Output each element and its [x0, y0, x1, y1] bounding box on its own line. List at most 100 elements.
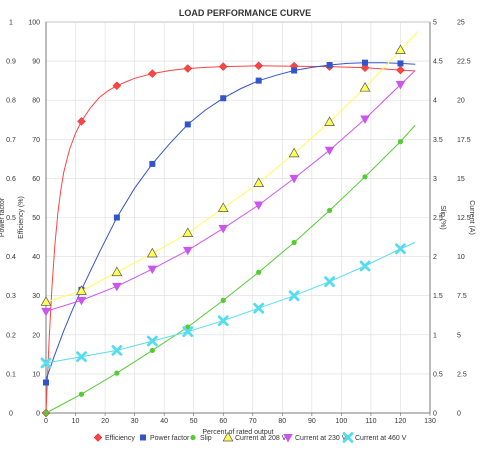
y-tick-label-slip: 1.5 — [433, 293, 443, 300]
y-tick-label-eff: 30 — [32, 293, 40, 300]
legend-label: Current at 208 V — [235, 435, 287, 442]
data-point — [396, 65, 405, 75]
data-point — [76, 296, 87, 306]
data-point — [324, 116, 335, 126]
data-point — [111, 345, 123, 356]
y-tick-label-eff: 100 — [28, 20, 40, 27]
data-point — [113, 214, 120, 221]
y-tick-label-cur: 5 — [457, 332, 461, 339]
legend: Efficiency Power factor Slip Current at 208… — [93, 431, 407, 443]
y-tick-label-pf: 0.3 — [6, 293, 16, 300]
y-tick-label-cur: 22.5 — [457, 59, 471, 66]
data-point — [40, 296, 52, 306]
y-tick-label-slip: 2 — [433, 254, 437, 261]
marker-stroke — [359, 260, 371, 272]
legend-label: Current at 460 V — [355, 435, 407, 442]
y-tick-label-eff: 0 — [36, 411, 40, 418]
data-point — [360, 63, 370, 73]
y-tick-label-slip: 5 — [433, 20, 437, 27]
y-tick-label-cur: 0 — [457, 411, 461, 418]
y-axis-title-slip: Slip (%) — [439, 205, 446, 230]
y-tick-label-slip: 2.5 — [433, 215, 443, 222]
legend-label: Slip — [200, 435, 212, 442]
series-current-at-230-v — [41, 70, 416, 317]
marker-stroke — [217, 315, 229, 327]
y-tick-label-pf: 0.2 — [6, 332, 16, 339]
data-point — [147, 69, 157, 78]
series-slip — [43, 124, 416, 416]
x-tick-label: 50 — [190, 418, 198, 425]
data-point — [40, 357, 52, 369]
data-point — [395, 44, 406, 55]
x-tick-label: 30 — [131, 418, 139, 425]
chart-title: LOAD PERFORMANCE CURVE — [179, 8, 311, 18]
y-tick-label-slip: 3.5 — [433, 137, 443, 144]
data-point — [146, 335, 158, 347]
data-point — [359, 260, 371, 272]
y-axis-title-pf: Power factor — [0, 197, 6, 237]
data-point — [256, 269, 262, 275]
y-tick-label-eff: 20 — [32, 332, 40, 339]
legend-marker — [283, 434, 293, 443]
series-line — [45, 124, 416, 414]
legend-item: Power factor — [140, 434, 190, 442]
data-point — [112, 282, 122, 292]
data-point — [41, 307, 51, 317]
data-point — [395, 243, 406, 255]
data-point — [220, 95, 227, 102]
data-point — [78, 391, 85, 397]
data-point — [146, 247, 158, 258]
y-tick-label-eff: 10 — [32, 371, 40, 378]
x-tick-label: 130 — [424, 418, 436, 425]
legend-label: Power factor — [150, 435, 190, 442]
data-point — [112, 81, 122, 91]
axes: 0 10 20 30 40 50 60 70 80 90 100 110 120 13000.10.20.… — [0, 20, 475, 437]
x-tick-label: 20 — [101, 418, 109, 425]
data-point — [114, 370, 120, 376]
y-tick-label-cur: 25 — [457, 20, 465, 27]
data-point — [184, 121, 191, 128]
y-tick-label-pf: 0.1 — [6, 371, 16, 378]
marker-stroke — [324, 276, 335, 288]
data-point — [183, 64, 193, 73]
data-point — [255, 77, 262, 84]
y-tick-label-eff: 90 — [32, 59, 40, 66]
marker-stroke — [76, 351, 87, 363]
x-tick-label: 100 — [336, 418, 348, 425]
legend-item: Current at 230 V — [283, 434, 347, 443]
data-point — [291, 67, 298, 74]
legend-marker — [93, 433, 103, 442]
marker-stroke — [40, 357, 52, 369]
series-current-at-208-v — [40, 31, 419, 306]
data-point — [362, 59, 369, 66]
marker-stroke — [111, 345, 123, 356]
y-tick-label-eff: 50 — [32, 215, 40, 222]
marker-stroke — [288, 290, 300, 302]
data-point — [43, 379, 49, 386]
y-tick-label-cur: 17.5 — [457, 137, 471, 144]
data-point — [324, 146, 335, 156]
grid — [45, 21, 431, 414]
data-point — [149, 160, 156, 167]
y-tick-label-pf: 0.5 — [6, 215, 16, 222]
y-tick-label-pf: 0 — [9, 411, 13, 418]
x-tick-label: 60 — [219, 418, 227, 425]
y-axis-title-eff: Efficiency (%) — [18, 196, 25, 239]
legend-label: Current at 230 V — [295, 435, 347, 442]
y-tick-label-slip: 1 — [433, 332, 437, 339]
data-point — [149, 347, 155, 354]
y-tick-label-eff: 80 — [32, 98, 40, 105]
data-point — [288, 290, 300, 302]
x-tick-label: 40 — [160, 418, 168, 425]
data-point — [220, 297, 226, 303]
y-tick-label-eff: 40 — [32, 254, 40, 261]
y-tick-label-cur: 12.5 — [457, 215, 471, 222]
data-point — [76, 351, 87, 363]
data-point — [43, 410, 49, 416]
data-point — [185, 324, 191, 330]
y-tick-label-cur: 7.5 — [457, 293, 467, 300]
data-point — [324, 276, 335, 288]
legend-marker — [140, 434, 146, 441]
data-point — [362, 174, 368, 180]
data-point — [326, 62, 333, 69]
